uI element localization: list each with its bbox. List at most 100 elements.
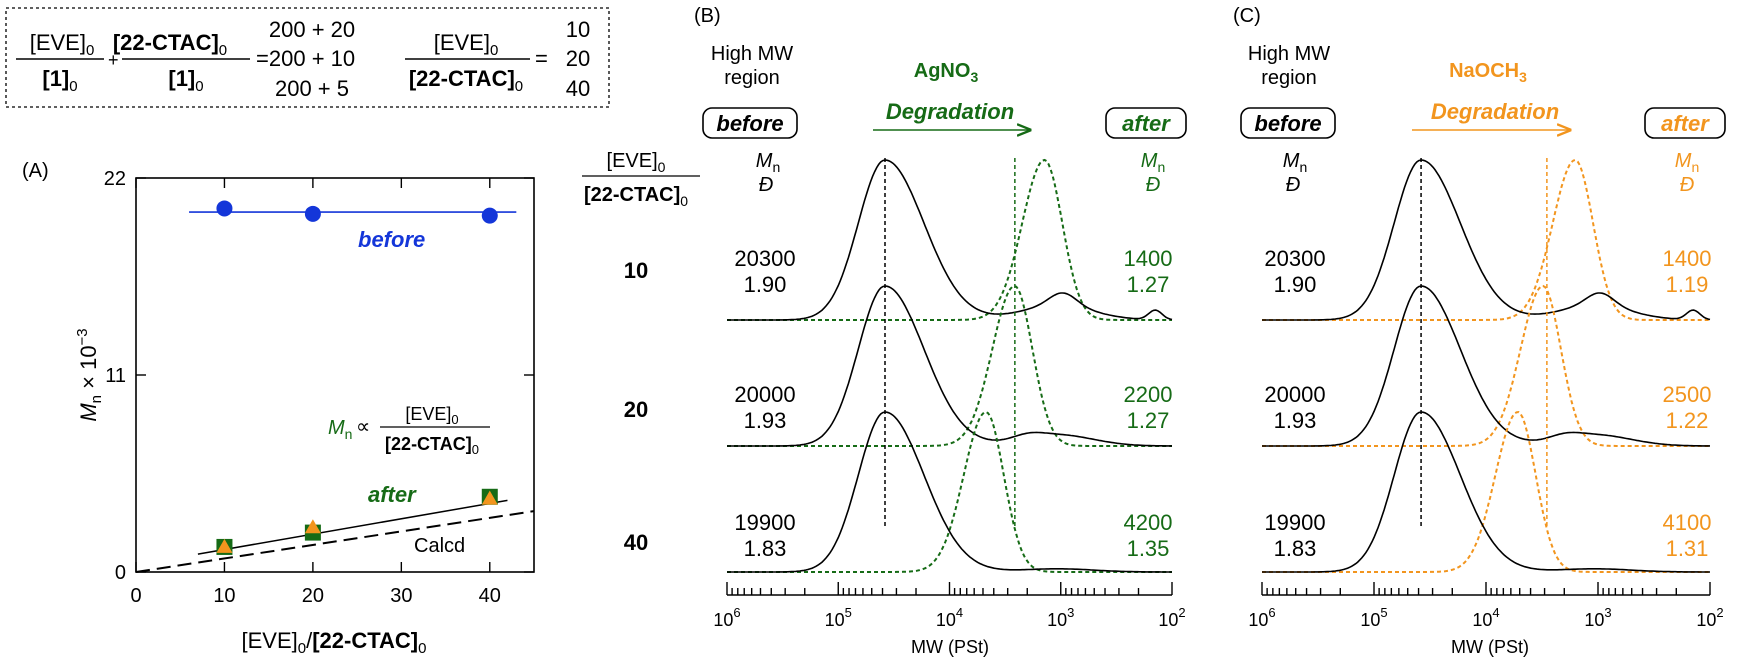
annot-den: [22-CTAC]0 <box>385 434 479 457</box>
label-calcd-series: Calcd <box>414 535 465 557</box>
panel-b-before-d-3: 1.83 <box>744 536 787 561</box>
panel-c-before-d-3: 1.83 <box>1274 536 1317 561</box>
annot-mn: Mn <box>328 417 352 442</box>
a-fit-after <box>197 499 508 555</box>
eq-lhs2-num: [22-CTAC]0 <box>113 30 227 59</box>
panel-c-high-mw-2: region <box>1261 67 1317 89</box>
panel-b-after-box <box>1105 107 1187 139</box>
panel-b-x-axis: 106 105 104 103 102 <box>713 582 1186 630</box>
panel-b-mn-header-after: Mn <box>1141 150 1165 175</box>
panel-a-ticks: 0 10 20 30 40 0 11 22 <box>104 168 534 607</box>
a-ytick-label-0: 0 <box>115 562 126 584</box>
a-ytick-label-11: 11 <box>105 365 126 387</box>
eq-lhs2-den: [1]0 <box>168 66 203 95</box>
panel-c-before-label: before <box>1254 111 1321 136</box>
panel-b-after-d-1: 1.27 <box>1127 272 1170 297</box>
label-before-series: before <box>358 227 425 252</box>
panel-b-mn-header: Mn <box>756 150 780 175</box>
panel-b-before-mn-2: 20000 <box>734 382 795 407</box>
p2-before-trace-1 <box>1262 285 1710 447</box>
a-xtick-label-40: 40 <box>479 585 501 607</box>
a-point-2-2 <box>481 490 498 505</box>
eq-ratio-val-3: 40 <box>566 76 590 101</box>
p2-xtick-label-0: 106 <box>1248 605 1275 630</box>
ratio-row-20: 20 <box>624 397 648 422</box>
p2-xtick-label-1: 105 <box>1360 605 1387 630</box>
panel-c-after-d-2: 1.22 <box>1666 408 1709 433</box>
p2-after-trace-0 <box>1262 159 1710 321</box>
a-point-2-0 <box>216 538 233 553</box>
panel-b-after-d-2: 1.27 <box>1127 408 1170 433</box>
proportional-annotation: Mn ∝ [EVE]0 [22-CTAC]0 <box>328 404 490 457</box>
panel-c-after-mn-1: 1400 <box>1663 246 1712 271</box>
p1-after-trace-0 <box>727 158 1172 321</box>
panel-b-after-label: after <box>1122 111 1171 136</box>
eq-rhs-2: 200 + 10 <box>269 46 355 71</box>
panel-c-before-box <box>1240 107 1336 139</box>
a-point-2-1 <box>304 519 321 534</box>
panel-c-xlabel: MW (PSt) <box>1451 637 1529 657</box>
panel-b-d-header: Đ <box>759 174 773 196</box>
annot-num: [EVE]0 <box>405 404 458 427</box>
a-xtick-label-10: 10 <box>213 585 235 607</box>
p1-xtick-label-3: 103 <box>1047 605 1074 630</box>
panel-c-mn-header: Mn <box>1283 150 1307 175</box>
panel-c-curves <box>1262 158 1711 573</box>
panel-c-before-d-2: 1.93 <box>1274 408 1317 433</box>
panel-b-curves <box>727 158 1173 573</box>
panel-c-d-header-after: Đ <box>1680 174 1694 196</box>
annot-propto: ∝ <box>356 416 370 438</box>
panel-c-before-mn-2: 20000 <box>1264 382 1325 407</box>
p1-xtick-label-4: 102 <box>1158 605 1185 630</box>
panel-c-mn-header-after: Mn <box>1675 150 1699 175</box>
p2-after-trace-2 <box>1262 411 1710 573</box>
p2-xtick-label-3: 103 <box>1584 605 1611 630</box>
panel-b-high-mw-2: region <box>724 67 780 89</box>
panel-b: (B) High MW region before after AgNO3 De… <box>694 5 1187 657</box>
panel-b-after-mn-1: 1400 <box>1124 246 1173 271</box>
panel-b-before-mn-1: 20300 <box>734 246 795 271</box>
panel-b-before-label: before <box>716 111 783 136</box>
panel-b-before-d-2: 1.93 <box>744 408 787 433</box>
panel-c-after-box <box>1644 107 1726 139</box>
p1-xtick-label-0: 106 <box>713 605 740 630</box>
eq-plus: + <box>108 50 119 70</box>
eq-equals-1: = <box>256 46 269 71</box>
panel-c-degradation: Degradation <box>1431 99 1559 124</box>
p2-before-trace-2 <box>1262 411 1710 573</box>
label-after-series: after <box>368 482 417 507</box>
p1-xtick-label-1: 105 <box>825 605 852 630</box>
eq-rhs-1: 200 + 20 <box>269 17 355 42</box>
eq-rhs-3: 200 + 5 <box>275 76 349 101</box>
panel-c-after-d-3: 1.31 <box>1666 536 1709 561</box>
panel-b-d-header-after: Đ <box>1146 174 1160 196</box>
panel-c-before-mn-3: 19900 <box>1264 510 1325 535</box>
panel-c-after-label: after <box>1661 111 1710 136</box>
equation-box: [EVE]0 [1]0 + [22-CTAC]0 [1]0 = 200 + 20… <box>5 7 610 108</box>
panel-b-before-box <box>702 107 798 139</box>
panel-b-degradation: Degradation <box>886 99 1014 124</box>
panel-a-frame <box>135 177 535 573</box>
panel-c: (C) High MW region before after NaOCH3 D… <box>1233 5 1726 657</box>
panel-c-after-mn-2: 2500 <box>1663 382 1712 407</box>
a-point-0-2 <box>481 207 498 224</box>
panel-a-plot <box>135 200 535 573</box>
panel-c-after-mn-3: 4100 <box>1663 510 1712 535</box>
a-calcd-line <box>135 510 535 573</box>
panel-b-after-mn-3: 4200 <box>1124 510 1173 535</box>
ratio-header-den: [22-CTAC]0 <box>584 184 688 209</box>
panel-c-d-header: Đ <box>1286 174 1300 196</box>
panel-c-after-d-1: 1.19 <box>1666 272 1709 297</box>
panel-b-xlabel: MW (PSt) <box>911 637 989 657</box>
panel-c-high-mw-1: High MW <box>1248 43 1330 65</box>
ratio-row-40: 40 <box>624 530 648 555</box>
eq-ratio-num: [EVE]0 <box>434 30 499 59</box>
panel-c-reagent: NaOCH3 <box>1449 60 1527 85</box>
p1-xtick-label-2: 104 <box>936 605 963 630</box>
ratio-column: [EVE]0 [22-CTAC]0 10 20 40 <box>582 150 700 555</box>
panel-a-ylabel: Mn × 10−3 <box>74 328 105 421</box>
eq-equals-2: = <box>535 46 548 71</box>
panel-b-before-mn-3: 19900 <box>734 510 795 535</box>
eq-ratio-val-1: 10 <box>566 17 590 42</box>
